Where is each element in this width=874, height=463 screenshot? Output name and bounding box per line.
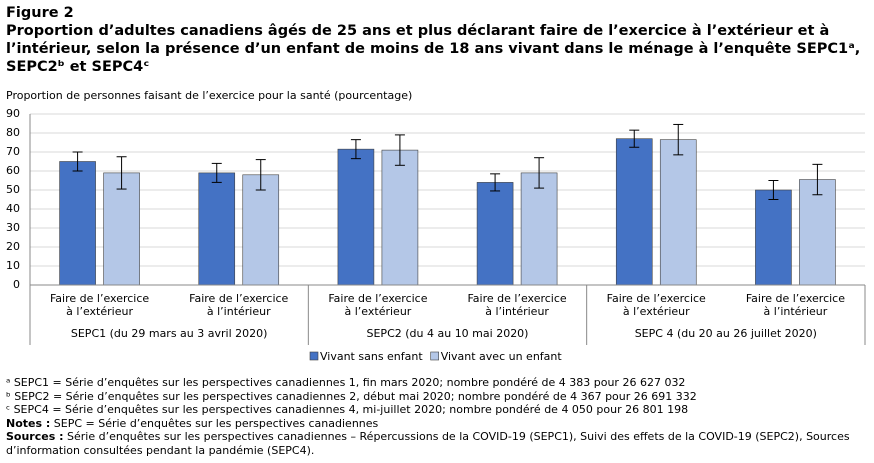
y-tick-label: 60 [6,164,20,177]
footnote-text: SEPC1 = Série d’enquêtes sur les perspec… [13,376,686,389]
x-tick-label: Faire de l’exercice à l’extérieur [50,292,149,318]
error-bar [534,157,545,189]
error-bar [490,173,501,192]
y-tick-label: 30 [6,221,20,234]
y-tick-label: 50 [6,183,20,196]
sources: Sources : Série d’enquêtes sur les persp… [6,430,868,457]
error-bar [72,151,83,172]
chart-title: Proportion d’adultes canadiens âgés de 2… [6,23,861,75]
error-bar [350,139,361,160]
bar [476,182,514,286]
error-bar [394,134,405,166]
header: Figure 2 Proportion d’adultes canadiens … [6,4,868,76]
error-bar [629,129,640,148]
footnote: ᵃ SEPC1 = Série d’enquêtes sur les persp… [6,376,868,390]
x-tick-label: Faire de l’exercice à l’intérieur [746,292,845,318]
footnote: ᵇ SEPC2 = Série d’enquêtes sur les persp… [6,390,868,404]
group-label: SEPC 4 (du 20 au 26 juillet 2020) [635,327,817,340]
error-bar [116,156,127,190]
error-bar [768,180,779,200]
y-tick-label: 90 [6,107,20,120]
error-bar [211,162,222,183]
y-tick-label: 20 [6,240,20,253]
bar [799,179,836,286]
bar [59,161,96,286]
y-tick-label: 70 [6,145,20,158]
bar [520,172,558,286]
bar [103,172,140,286]
bar [198,172,236,286]
error-bar [673,123,684,156]
y-tick-label: 0 [13,278,20,291]
legend-label: Vivant avec un enfant [441,350,563,363]
bar [659,139,697,286]
y-tick-label: 80 [6,126,20,139]
footnote-marker: ᶜ [6,403,11,416]
footnote: ᶜ SEPC4 = Série d’enquêtes sur les persp… [6,403,868,417]
legend-swatch [309,351,319,361]
group-label: SEPC2 (du 4 au 10 mai 2020) [367,327,529,340]
notes-text: SEPC = Série d’enquêtes sur les perspect… [53,416,379,430]
y-axis-label: Proportion de personnes faisant de l’exe… [6,89,412,102]
bar [615,138,653,286]
x-tick-label: Faire de l’exercice à l’extérieur [607,292,706,318]
x-tick-label: Faire de l’exercice à l’intérieur [467,292,566,318]
sources-label: Sources : [6,430,64,443]
notes: Notes : SEPC = Série d’enquêtes sur les … [6,417,868,431]
y-tick-label: 10 [6,259,20,272]
legend-label: Vivant sans enfant [320,350,423,363]
x-tick-label: Faire de l’exercice à l’intérieur [189,292,288,318]
notes-label: Notes : [6,416,51,430]
footnotes: ᵃ SEPC1 = Série d’enquêtes sur les persp… [6,376,868,457]
footnote-marker: ᵃ [6,376,11,389]
x-tick-label: Faire de l’exercice à l’extérieur [328,292,427,318]
bar [242,174,280,286]
y-tick-label: 40 [6,202,20,215]
footnote-marker: ᵇ [6,389,11,403]
figure-label: Figure 2 [6,5,74,21]
footnote-text: SEPC4 = Série d’enquêtes sur les perspec… [13,403,689,416]
chart: Proportion de personnes faisant de l’exe… [6,89,866,363]
sources-text: Série d’enquêtes sur les perspectives ca… [6,430,850,457]
footnote-text: SEPC2 = Série d’enquêtes sur les perspec… [14,389,697,403]
bar [381,149,419,286]
group-label: SEPC1 (du 29 mars au 3 avril 2020) [71,327,268,340]
bar [337,148,375,286]
legend-swatch [430,351,439,361]
bar [755,189,792,286]
error-bar [812,163,823,196]
error-bar [255,159,266,191]
